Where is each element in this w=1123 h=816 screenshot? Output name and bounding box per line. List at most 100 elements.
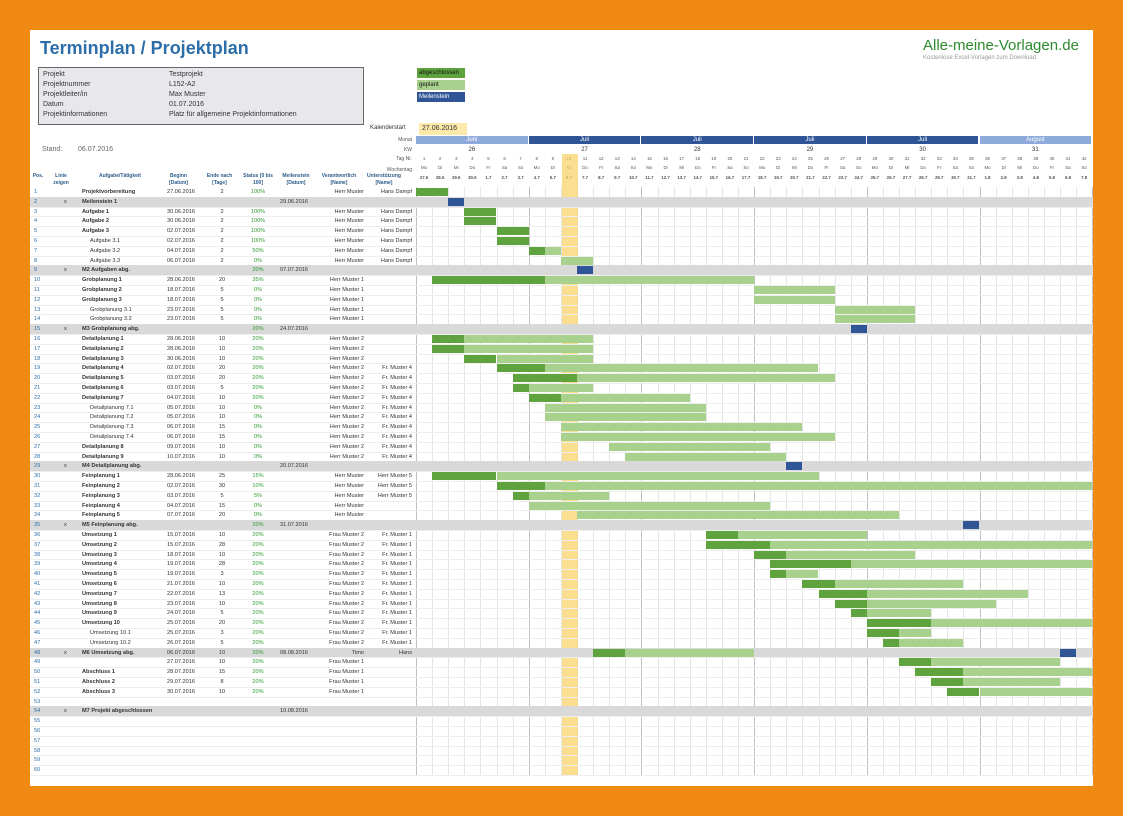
task-milestone[interactable]: 08.08.2016 — [280, 649, 308, 656]
task-responsible[interactable]: Herr Muster — [334, 483, 364, 489]
table-row[interactable]: 37 Umsetzung 2 15.07.2016 28 20% Frau Muster … — [30, 540, 1093, 550]
task-milestone[interactable] — [280, 432, 316, 442]
task-begin[interactable]: 07.07.2016 — [167, 512, 195, 519]
task-duration[interactable]: 20 — [218, 375, 226, 382]
task-status[interactable] — [246, 716, 270, 726]
task-responsible[interactable]: Herr Muster 2 — [329, 336, 364, 342]
task-support[interactable]: Fr. Muster 1 — [382, 610, 412, 617]
task-milestone[interactable] — [280, 452, 316, 462]
gantt-bar-planned[interactable] — [625, 648, 755, 657]
task-begin[interactable]: 15.07.2016 — [167, 541, 195, 548]
task-milestone[interactable] — [280, 412, 316, 422]
task-support[interactable] — [368, 706, 412, 716]
task-duration[interactable]: 2 — [220, 257, 224, 264]
task-name[interactable]: Umsetzung 4 — [82, 561, 117, 568]
table-row[interactable]: 35 x M5 Feinplanung abg. 20% 31.07.2016 — [30, 520, 1093, 531]
task-support[interactable]: Fr. Muster 1 — [382, 590, 412, 597]
table-row[interactable]: 40 Umsetzung 5 19.07.2016 3 20% Frau Muster 2… — [30, 569, 1093, 579]
task-begin[interactable] — [167, 755, 201, 765]
task-support[interactable]: Hans Dampf — [380, 189, 412, 195]
task-support[interactable]: Fr. Muster 1 — [382, 581, 412, 587]
task-status[interactable]: 10% — [252, 483, 264, 489]
header-status[interactable]: Status [0 bis 100] — [243, 173, 273, 186]
table-row[interactable]: 1 Projektvorbereitung 27.06.2016 2 100% Herr … — [30, 187, 1093, 197]
task-begin[interactable]: 04.07.2016 — [167, 247, 195, 254]
task-status[interactable] — [246, 697, 270, 707]
task-duration[interactable]: 5 — [220, 610, 224, 617]
task-duration[interactable]: 2 — [220, 247, 224, 254]
task-responsible[interactable] — [320, 324, 364, 334]
task-responsible[interactable]: Herr Muster 2 — [329, 424, 364, 431]
task-responsible[interactable]: Herr Muster — [334, 473, 364, 480]
table-row[interactable]: 30 Feinplanung 1 28.06.2016 25 15% Herr Muste… — [30, 471, 1093, 481]
task-duration[interactable]: 10 — [218, 443, 226, 450]
task-duration[interactable]: 2 — [220, 208, 224, 215]
gantt-bar-done[interactable] — [496, 227, 529, 236]
task-name[interactable] — [82, 726, 162, 736]
task-status[interactable]: 20% — [252, 522, 264, 529]
task-name[interactable]: Abschluss 2 — [82, 679, 115, 685]
task-milestone[interactable] — [280, 295, 316, 305]
gantt-bar-done[interactable] — [866, 619, 932, 628]
task-milestone[interactable] — [280, 256, 316, 266]
task-name[interactable]: Detailplanung 1 — [82, 336, 124, 342]
milestone-marker[interactable] — [577, 266, 594, 275]
header-linie[interactable]: Linie zeigen — [53, 173, 69, 186]
task-milestone[interactable] — [280, 569, 316, 579]
task-begin[interactable] — [167, 197, 201, 207]
task-status[interactable]: 20% — [252, 659, 264, 666]
task-responsible[interactable]: Herr Muster — [334, 247, 364, 254]
task-begin[interactable]: 23.07.2016 — [167, 316, 195, 323]
task-begin[interactable]: 28.06.2016 — [167, 336, 195, 342]
task-begin[interactable]: 06.07.2016 — [167, 434, 195, 440]
task-begin[interactable]: 25.07.2016 — [167, 630, 195, 636]
gantt-bar-planned[interactable] — [786, 550, 916, 559]
milestone-marker[interactable] — [1060, 648, 1077, 657]
task-milestone[interactable]: 20.07.2016 — [280, 463, 308, 470]
task-status[interactable]: 20% — [252, 326, 264, 333]
task-begin[interactable]: 03.07.2016 — [167, 385, 195, 391]
table-row[interactable]: 45 Umsetzung 10 25.07.2016 20 20% Frau Muster… — [30, 618, 1093, 628]
table-row[interactable]: 41 Umsetzung 6 21.07.2016 10 20% Frau Muster … — [30, 579, 1093, 589]
task-support[interactable] — [368, 334, 412, 344]
milestone-marker[interactable] — [786, 462, 803, 471]
gantt-bar-planned[interactable] — [577, 374, 835, 383]
task-responsible[interactable] — [320, 746, 364, 756]
gantt-bar-planned[interactable] — [963, 678, 1060, 686]
task-status[interactable]: 20% — [252, 600, 264, 607]
task-begin[interactable]: 04.07.2016 — [167, 394, 195, 401]
task-name[interactable]: M4 Detailplanung abg. — [82, 463, 142, 470]
task-responsible[interactable] — [320, 265, 364, 275]
task-status[interactable] — [246, 765, 270, 775]
gantt-bar-planned[interactable] — [931, 619, 1093, 628]
task-status[interactable]: 20% — [252, 679, 264, 685]
task-support[interactable] — [368, 687, 412, 697]
gantt-bar-planned[interactable] — [544, 482, 1093, 490]
task-duration[interactable]: 5 — [220, 287, 224, 293]
task-milestone[interactable] — [280, 501, 316, 511]
task-name[interactable]: M3 Grobplanung abg. — [82, 326, 140, 333]
gantt-bar-done[interactable] — [705, 531, 738, 539]
task-support[interactable]: Fr. Muster 1 — [382, 630, 412, 636]
task-support[interactable]: Hans Dampf — [380, 218, 412, 225]
gantt-bar-planned[interactable] — [544, 276, 755, 285]
task-responsible[interactable] — [320, 461, 364, 471]
task-milestone[interactable] — [280, 697, 316, 707]
task-name[interactable]: Aufgabe 3.3 — [90, 257, 121, 264]
info-value-datum[interactable]: 01.07.2016 — [169, 101, 205, 108]
header-begin[interactable]: Beginn [Datum] — [169, 173, 188, 186]
task-duration[interactable]: 15 — [218, 424, 226, 431]
task-begin[interactable]: 05.07.2016 — [167, 404, 195, 411]
task-responsible[interactable]: Herr Muster — [334, 257, 364, 264]
task-begin[interactable] — [167, 706, 201, 716]
task-duration[interactable]: 10 — [218, 581, 226, 587]
gantt-bar-planned[interactable] — [834, 315, 916, 324]
table-row[interactable]: 18 Detailplanung 3 30.06.2016 10 20% Herr Mus… — [30, 354, 1093, 364]
task-status[interactable]: 20% — [252, 365, 264, 372]
gantt-bar-planned[interactable] — [464, 335, 594, 343]
task-name[interactable]: Detailplanung 7.1 — [90, 404, 134, 411]
task-duration[interactable]: 5 — [220, 306, 224, 313]
task-begin[interactable]: 19.07.2016 — [167, 571, 195, 578]
table-row[interactable]: 10 Grobplanung 1 28.06.2016 20 35% Herr Muste… — [30, 275, 1093, 285]
task-status[interactable]: 0% — [253, 424, 263, 431]
